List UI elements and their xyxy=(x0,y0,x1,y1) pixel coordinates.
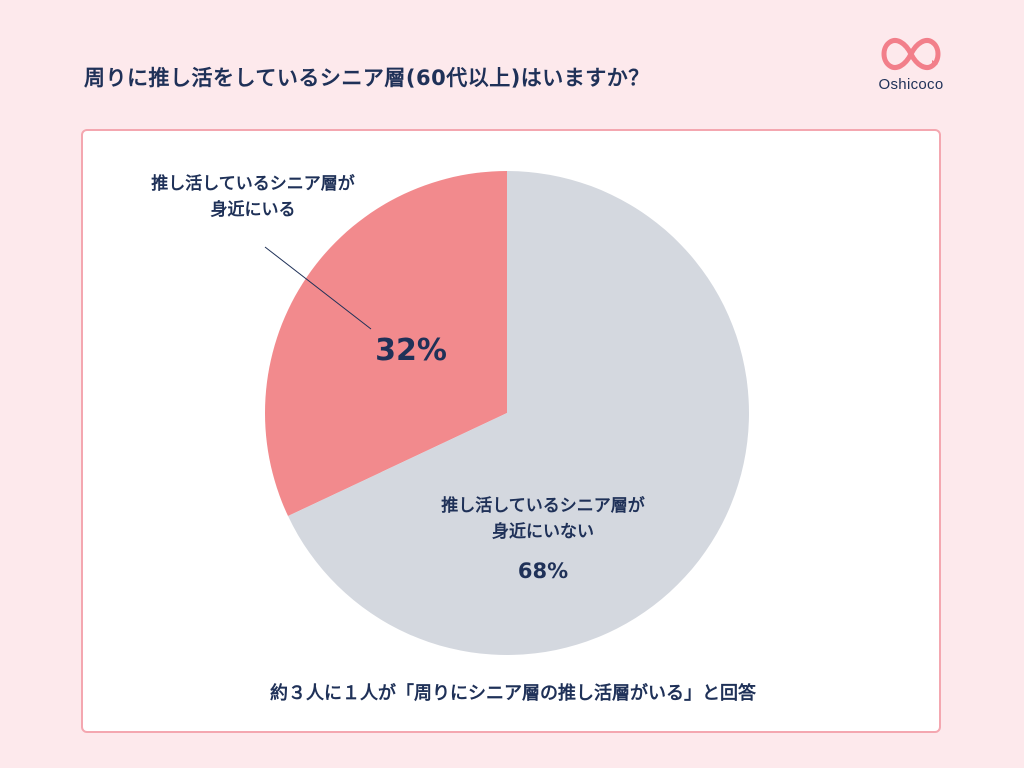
logo-text: Oshicoco xyxy=(878,76,944,93)
slice-label-line1: 推し活しているシニア層が xyxy=(441,496,645,516)
slice-label-absent: 推し活しているシニア層が 身近にいない xyxy=(393,493,693,545)
slice-label-line1: 推し活しているシニア層が xyxy=(151,174,355,194)
chart-caption: 約３人に１人が「周りにシニア層の推し活層がいる」と回答 xyxy=(270,683,756,704)
infinity-heart-icon xyxy=(881,38,941,70)
chart-card: 推し活しているシニア層が 身近にいる 32% 推し活しているシニア層が 身近にい… xyxy=(81,129,941,733)
slice-value-absent: 68% xyxy=(517,559,569,583)
slice-value-present: 32% xyxy=(375,333,447,368)
page-title: 周りに推し活をしているシニア層(60代以上)はいますか？ xyxy=(84,66,650,90)
slice-label-line2: 身近にいない xyxy=(492,522,594,542)
slice-label-line2: 身近にいる xyxy=(210,200,296,220)
pie-chart xyxy=(264,171,750,655)
leader-line xyxy=(264,246,372,330)
brand-logo: Oshicoco xyxy=(866,34,956,98)
pie-slice-68-percent xyxy=(288,171,750,655)
pie-slice-32-percent xyxy=(265,171,507,517)
slice-label-present: 推し活しているシニア層が 身近にいる xyxy=(103,171,403,223)
